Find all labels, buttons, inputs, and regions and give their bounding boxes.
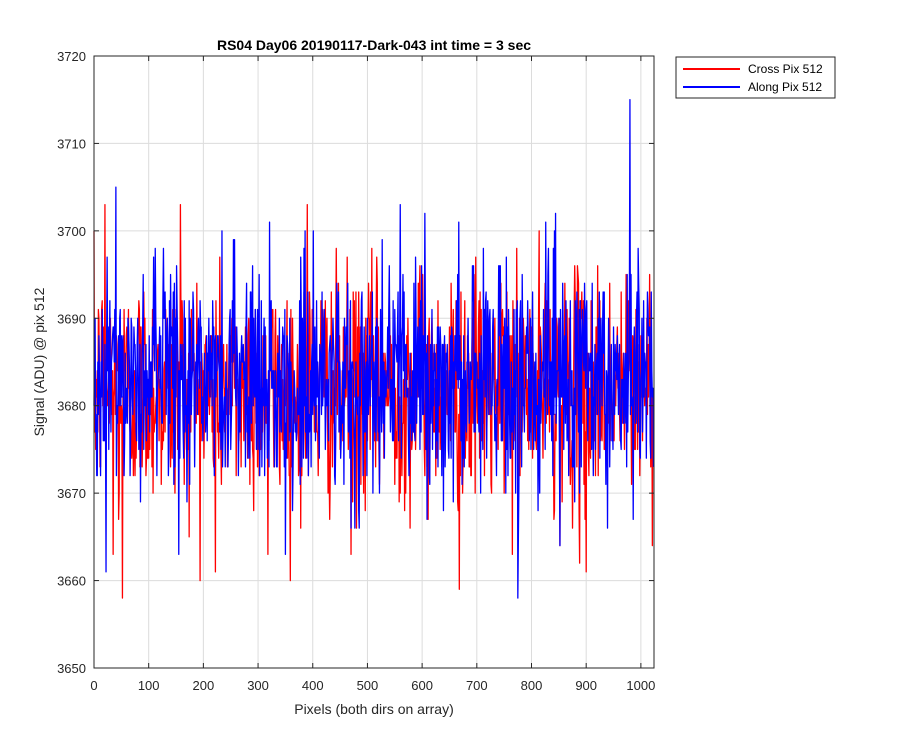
x-tick-label: 400 [302,678,324,693]
ticks [93,55,654,669]
x-tick-label: 200 [193,678,215,693]
series-line-along-pix-512 [93,99,655,599]
x-tick-label: 0 [90,678,97,693]
x-tick-label: 500 [357,678,379,693]
y-tick-label: 3650 [57,661,86,676]
y-tick-label: 3660 [57,574,86,589]
x-tick-label: 1000 [626,678,655,693]
axes-box [93,55,655,669]
y-tick-label: 3670 [57,486,86,501]
legend: Cross Pix 512 Along Pix 512 [675,56,836,99]
legend-box [675,56,836,99]
legend-label-cross: Cross Pix 512 [748,62,823,76]
y-tick-label: 3710 [57,136,86,151]
x-tick-label: 900 [575,678,597,693]
x-tick-label: 300 [247,678,269,693]
legend-label-along: Along Pix 512 [748,80,822,94]
chart-title: RS04 Day06 20190117-Dark-043 int time = … [217,37,531,53]
y-axis-label: Signal (ADU) @ pix 512 [31,287,47,436]
y-tick-label: 3680 [57,399,86,414]
x-tick-label: 600 [411,678,433,693]
x-tick-label: 700 [466,678,488,693]
y-tick-label: 3720 [57,49,86,64]
tick-labels: 0 100 200 300 400 500 600 700 800 900 1000 3650 3660… [57,49,655,693]
y-tick-label: 3690 [57,311,86,326]
x-tick-label: 100 [138,678,160,693]
series-layer [93,99,655,599]
y-tick-label: 3700 [57,224,86,239]
x-axis-label: Pixels (both dirs on array) [294,701,454,717]
x-tick-label: 800 [521,678,543,693]
